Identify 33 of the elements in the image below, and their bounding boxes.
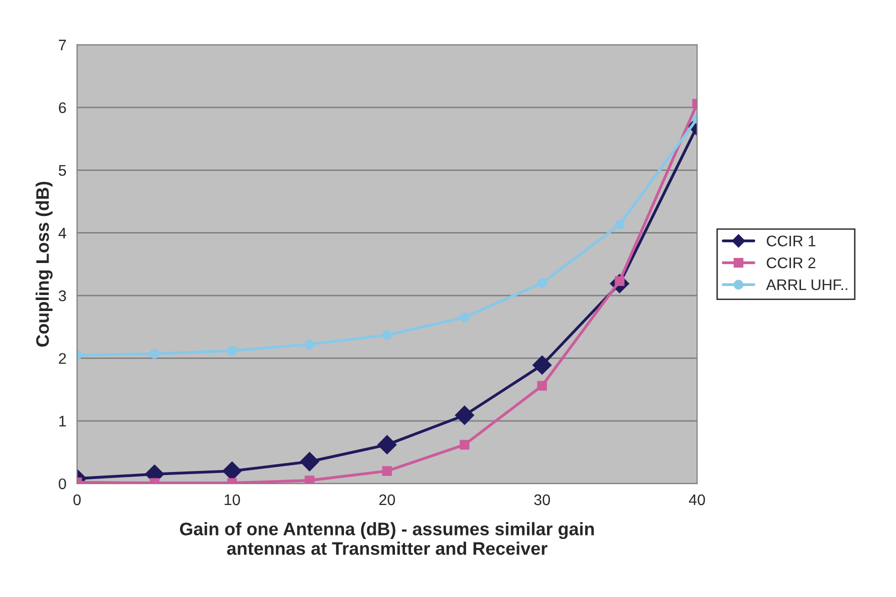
x-tick-label: 0 bbox=[73, 494, 81, 506]
point bbox=[537, 380, 547, 391]
y-tick-label: 5 bbox=[58, 165, 66, 176]
legend-label: ARRL UHF.. bbox=[766, 279, 848, 290]
point bbox=[304, 340, 314, 350]
y-axis-title: Coupling Loss (dB) bbox=[36, 182, 53, 347]
y-tick-label: 0 bbox=[58, 478, 66, 490]
x-tick-label: 10 bbox=[224, 494, 240, 506]
y-tick-label: 2 bbox=[58, 353, 66, 364]
point bbox=[382, 466, 392, 476]
y-tick-label: 7 bbox=[58, 40, 66, 50]
y-tick-label: 4 bbox=[58, 228, 66, 238]
point bbox=[532, 355, 552, 375]
legend-label: CCIR 1 bbox=[766, 236, 816, 246]
point bbox=[300, 452, 320, 472]
point bbox=[150, 348, 160, 359]
point bbox=[614, 220, 624, 230]
y-tick-label: 3 bbox=[58, 290, 66, 302]
point bbox=[382, 330, 392, 340]
x-axis-title: Gain of one Antenna (dB) - assumes similar gain antennas at Transmitter and Receiver bbox=[180, 522, 594, 555]
y-tick-label: 1 bbox=[59, 416, 66, 426]
legend-label: CCIR 2 bbox=[766, 257, 816, 268]
point bbox=[377, 434, 397, 455]
point bbox=[304, 476, 314, 484]
point bbox=[454, 405, 474, 426]
x-tick-label: 20 bbox=[379, 494, 395, 506]
x-tick-label: 30 bbox=[534, 494, 550, 506]
point bbox=[227, 346, 237, 356]
point bbox=[460, 440, 470, 450]
y-tick-label: 6 bbox=[58, 102, 66, 114]
point bbox=[460, 312, 470, 322]
point bbox=[537, 278, 547, 288]
x-tick-label: 40 bbox=[688, 494, 705, 506]
